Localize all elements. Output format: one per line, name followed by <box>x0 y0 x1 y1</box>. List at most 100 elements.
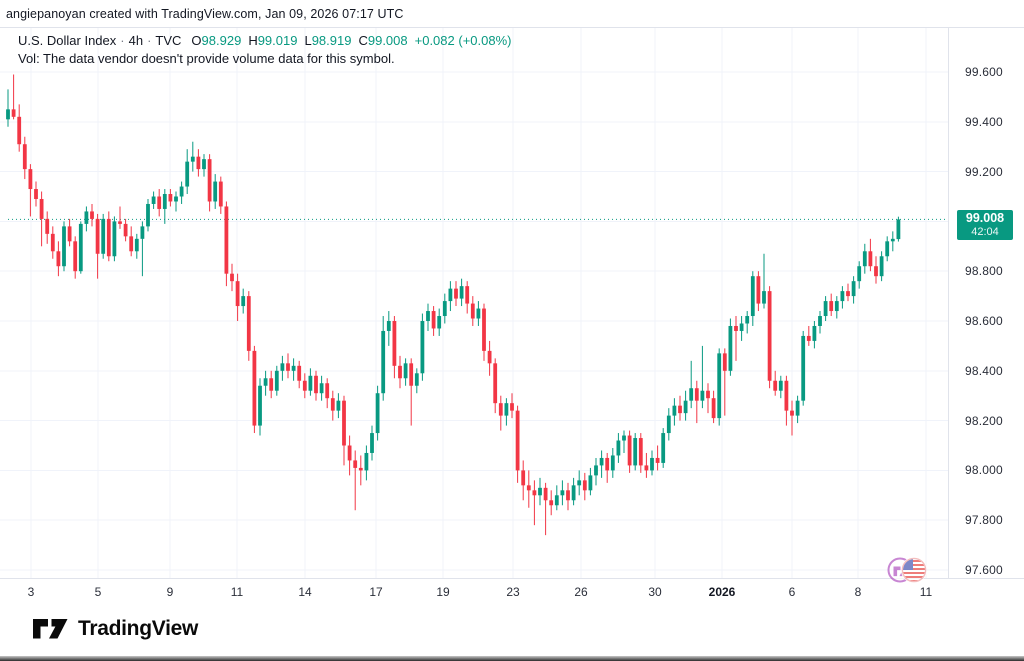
candle <box>218 176 223 214</box>
candle <box>314 370 318 401</box>
candle <box>308 368 313 396</box>
legend-separator: · <box>147 33 152 48</box>
time-axis-label: 9 <box>166 585 174 599</box>
candle <box>263 370 268 396</box>
candle <box>482 303 486 361</box>
candle <box>90 203 94 227</box>
price-axis-label: 99.600 <box>965 65 1003 79</box>
candle <box>230 263 234 292</box>
candle <box>588 467 593 496</box>
candle <box>728 318 733 376</box>
candle <box>319 375 324 401</box>
chart-panel[interactable]: U.S. Dollar Index · 4h · TVC O98.929 H99.019 L9… <box>0 28 1024 604</box>
change-value: +0.082 (+0.08%) <box>414 33 512 48</box>
tradingview-logo[interactable]: TradingView <box>33 616 198 642</box>
candle <box>806 325 811 346</box>
high-label: H <box>248 33 258 48</box>
candle <box>252 345 257 434</box>
attribution-text: angiepanoyan created with TradingView.co… <box>6 7 404 21</box>
candle <box>566 482 570 511</box>
time-axis-label: 3 <box>27 585 35 599</box>
time-axis-label: 11 <box>919 585 933 599</box>
price-scale[interactable]: 99.008 42:04 99.600 99.400 99.200 98.800 98.… <box>948 28 1024 578</box>
candle <box>34 181 38 207</box>
candle <box>50 226 55 259</box>
candle <box>818 311 822 334</box>
candlestick-chart[interactable] <box>0 28 948 578</box>
candle <box>515 405 520 483</box>
candle <box>689 360 694 409</box>
candle <box>78 221 83 274</box>
candle <box>258 378 262 436</box>
time-axis-label: 19 <box>436 585 450 599</box>
interval-value[interactable]: 4h <box>128 33 144 48</box>
candle <box>829 293 834 317</box>
candle <box>862 243 867 274</box>
time-axis-label: 6 <box>788 585 796 599</box>
candle <box>45 211 50 244</box>
candle <box>370 425 374 461</box>
low-value: 98.919 <box>311 33 352 48</box>
candle <box>538 477 542 506</box>
candle <box>123 218 128 242</box>
price-axis-label: 99.200 <box>965 164 1003 179</box>
candle <box>750 271 755 326</box>
candle <box>644 452 649 478</box>
candle <box>106 211 111 262</box>
candle <box>510 393 514 419</box>
time-axis-label: 26 <box>574 585 588 599</box>
time-scale[interactable]: 3 5 9 11 14 17 19 23 26 30 2026 6 8 11 <box>0 578 1024 604</box>
candle <box>454 281 458 307</box>
candle <box>73 236 78 279</box>
current-price-tag: 99.008 42:04 <box>957 210 1013 241</box>
candle <box>381 316 386 401</box>
candle <box>286 353 290 379</box>
candle <box>896 216 901 242</box>
candle <box>874 256 878 284</box>
candle <box>700 345 705 409</box>
candle <box>627 430 632 473</box>
time-axis-label: 14 <box>298 585 312 599</box>
chart-legend[interactable]: U.S. Dollar Index · 4h · TVC O98.929 H99.019 L9… <box>18 32 511 67</box>
candle <box>846 283 850 302</box>
candle <box>594 457 598 486</box>
candle <box>801 330 806 406</box>
candle <box>493 358 498 414</box>
candle <box>767 286 772 389</box>
candle <box>879 251 884 282</box>
candle <box>67 218 72 247</box>
candle <box>17 104 22 152</box>
candle <box>554 485 559 511</box>
symbol-title[interactable]: U.S. Dollar Index <box>18 33 117 48</box>
candle <box>224 201 229 287</box>
candle <box>650 450 654 476</box>
candle <box>95 213 100 279</box>
open-value: 98.929 <box>201 33 242 48</box>
candle <box>353 450 358 511</box>
time-axis-label: 8 <box>854 585 862 599</box>
price-axis-label: 98.000 <box>965 463 1003 478</box>
candle <box>560 480 565 506</box>
current-price-value: 99.008 <box>965 211 1005 226</box>
volume-note: Vol: The data vendor doesn't provide vol… <box>18 51 395 66</box>
candle <box>358 455 363 486</box>
candle <box>207 154 212 212</box>
candle <box>386 311 391 346</box>
bar-countdown: 42:04 <box>971 226 999 239</box>
candle <box>605 452 610 483</box>
candle <box>834 296 839 319</box>
candle <box>325 378 330 409</box>
candle <box>22 136 27 180</box>
candle <box>638 433 643 473</box>
tradingview-logo-icon <box>33 619 68 639</box>
candle <box>431 306 436 336</box>
price-axis-label: 98.400 <box>965 363 1003 378</box>
candle <box>39 191 44 247</box>
candle <box>179 181 184 204</box>
candle <box>885 236 890 262</box>
candle <box>543 482 548 536</box>
candle <box>504 398 509 426</box>
candle <box>375 385 380 441</box>
candle <box>762 253 766 309</box>
candle <box>857 261 862 289</box>
